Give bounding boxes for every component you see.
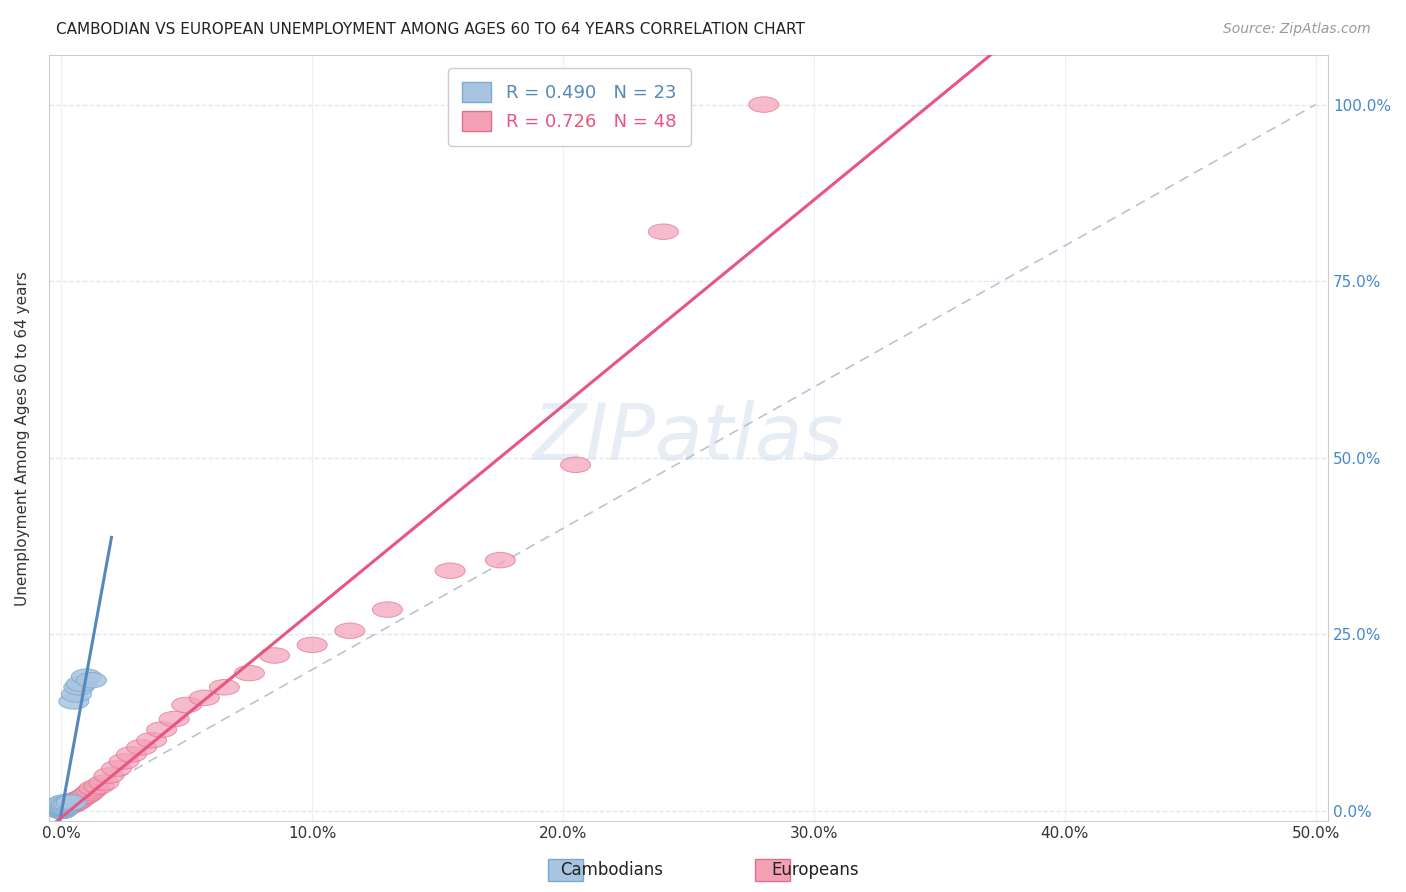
Text: ZIPatlas: ZIPatlas	[533, 401, 844, 476]
Ellipse shape	[485, 552, 516, 568]
Ellipse shape	[46, 801, 76, 816]
Ellipse shape	[46, 803, 76, 819]
Ellipse shape	[190, 690, 219, 706]
Ellipse shape	[59, 694, 89, 709]
Ellipse shape	[59, 796, 89, 812]
Ellipse shape	[46, 803, 76, 819]
Ellipse shape	[159, 711, 190, 727]
Ellipse shape	[46, 800, 76, 816]
Ellipse shape	[108, 754, 139, 769]
Ellipse shape	[94, 768, 124, 783]
Ellipse shape	[117, 747, 146, 762]
Ellipse shape	[260, 648, 290, 664]
Ellipse shape	[335, 623, 364, 639]
Ellipse shape	[46, 799, 76, 815]
Ellipse shape	[72, 669, 101, 684]
Ellipse shape	[101, 761, 132, 776]
Ellipse shape	[49, 799, 79, 815]
Ellipse shape	[49, 798, 79, 814]
Ellipse shape	[84, 779, 114, 794]
Ellipse shape	[56, 797, 86, 813]
Ellipse shape	[46, 803, 76, 819]
Ellipse shape	[63, 792, 94, 808]
Ellipse shape	[46, 799, 76, 815]
Ellipse shape	[297, 637, 328, 653]
Ellipse shape	[51, 798, 82, 814]
Ellipse shape	[89, 775, 120, 790]
Ellipse shape	[53, 796, 84, 812]
Ellipse shape	[172, 698, 202, 713]
Ellipse shape	[51, 798, 82, 814]
Ellipse shape	[79, 780, 108, 796]
Ellipse shape	[63, 680, 94, 695]
Ellipse shape	[66, 676, 97, 691]
Ellipse shape	[46, 803, 76, 819]
Ellipse shape	[53, 796, 84, 812]
Ellipse shape	[46, 802, 76, 817]
Ellipse shape	[56, 795, 86, 810]
Ellipse shape	[49, 799, 79, 815]
Ellipse shape	[53, 798, 84, 814]
Text: Cambodians: Cambodians	[560, 861, 664, 879]
Ellipse shape	[561, 457, 591, 473]
Ellipse shape	[62, 687, 91, 702]
Ellipse shape	[49, 795, 79, 810]
Text: CAMBODIAN VS EUROPEAN UNEMPLOYMENT AMONG AGES 60 TO 64 YEARS CORRELATION CHART: CAMBODIAN VS EUROPEAN UNEMPLOYMENT AMONG…	[56, 22, 806, 37]
Ellipse shape	[75, 786, 104, 801]
Ellipse shape	[51, 796, 82, 812]
Ellipse shape	[49, 797, 79, 813]
Ellipse shape	[62, 795, 91, 810]
Ellipse shape	[46, 799, 76, 815]
Ellipse shape	[49, 801, 79, 816]
Ellipse shape	[46, 796, 76, 812]
Ellipse shape	[76, 673, 107, 688]
Ellipse shape	[76, 783, 107, 799]
Text: Source: ZipAtlas.com: Source: ZipAtlas.com	[1223, 22, 1371, 37]
Ellipse shape	[46, 799, 76, 814]
Ellipse shape	[235, 665, 264, 681]
Ellipse shape	[59, 792, 89, 808]
Ellipse shape	[127, 739, 156, 755]
Ellipse shape	[66, 790, 97, 805]
Ellipse shape	[146, 722, 177, 738]
Legend: R = 0.490   N = 23, R = 0.726   N = 48: R = 0.490 N = 23, R = 0.726 N = 48	[449, 68, 690, 145]
Ellipse shape	[51, 799, 82, 815]
Ellipse shape	[748, 97, 779, 112]
Ellipse shape	[69, 789, 98, 805]
Ellipse shape	[72, 788, 101, 803]
Ellipse shape	[209, 680, 239, 695]
Text: Europeans: Europeans	[772, 861, 859, 879]
Ellipse shape	[46, 801, 76, 816]
Y-axis label: Unemployment Among Ages 60 to 64 years: Unemployment Among Ages 60 to 64 years	[15, 271, 30, 606]
Ellipse shape	[434, 563, 465, 579]
Ellipse shape	[51, 796, 82, 812]
Ellipse shape	[373, 602, 402, 617]
Ellipse shape	[648, 224, 679, 239]
Ellipse shape	[46, 803, 76, 819]
Ellipse shape	[136, 732, 167, 748]
Ellipse shape	[46, 802, 76, 817]
Ellipse shape	[56, 795, 86, 810]
